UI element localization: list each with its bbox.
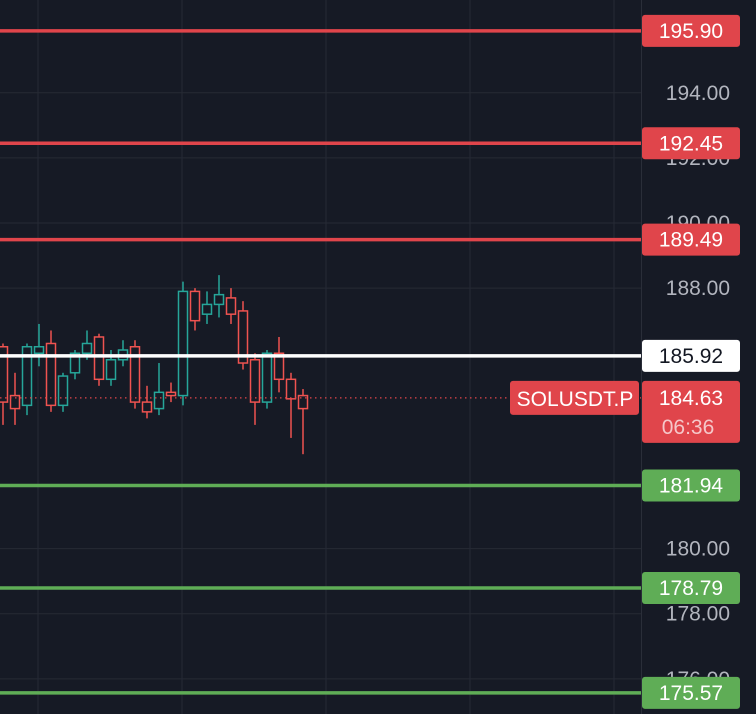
candle-body	[165, 391, 177, 397]
level-tag-label: 192.45	[659, 132, 723, 155]
candle	[261, 350, 273, 409]
candle-body	[201, 303, 213, 315]
level-tag-label: 181.94	[659, 474, 724, 497]
horizontal-levels[interactable]	[0, 29, 641, 695]
candle	[201, 291, 213, 324]
candle-body	[285, 378, 297, 400]
candle-body	[141, 401, 153, 413]
candle	[93, 333, 105, 386]
candle	[285, 372, 297, 438]
candle-body	[213, 293, 225, 306]
y-tick-label: 188.00	[666, 277, 730, 300]
level-tag-support: 178.79	[642, 572, 740, 604]
symbol-tag-background	[510, 380, 639, 415]
level-tag-background	[642, 469, 740, 502]
candle-body	[297, 394, 309, 410]
candle-body	[21, 345, 33, 407]
candle-body	[69, 352, 81, 374]
level-tag-label: 175.57	[659, 682, 723, 705]
candle-body	[0, 345, 9, 403]
symbol-label: SOLUSDT.P	[517, 388, 634, 411]
level-tag-pivot: 185.92	[642, 339, 740, 372]
level-tag-background	[642, 14, 740, 47]
candle-body	[237, 310, 249, 364]
y-tick-label: 178.00	[666, 603, 730, 626]
price-tags: 195.90 192.45 189.49 185.92 181.94 178.79 175.…	[510, 14, 740, 709]
candle-body	[261, 352, 273, 403]
candle-body	[81, 342, 93, 355]
candle-body	[93, 336, 105, 381]
last-price-tag: 184.63 06:36	[642, 380, 740, 443]
candle	[141, 385, 153, 419]
level-tag-label: 195.90	[659, 20, 723, 43]
last-price-label: 184.63	[659, 387, 723, 410]
y-tick-label: 194.00	[666, 82, 730, 105]
candle-body	[9, 394, 21, 410]
candle-body	[105, 359, 117, 381]
level-tag-label: 178.79	[659, 577, 723, 600]
symbol-tag: SOLUSDT.P	[510, 380, 639, 415]
candle	[165, 382, 177, 403]
candle	[213, 275, 225, 318]
candle-body	[249, 359, 261, 403]
level-tag-background	[642, 127, 740, 160]
candle	[129, 340, 141, 409]
level-tag-support: 181.94	[642, 469, 740, 502]
horizontal-gridlines	[0, 92, 641, 680]
candle	[177, 281, 189, 406]
level-tag-resistance: 189.49	[642, 223, 740, 256]
candle-body	[189, 290, 201, 322]
level-tag-label: 185.92	[659, 345, 723, 368]
candle	[9, 372, 21, 425]
level-tag-background	[642, 223, 740, 256]
level-tag-resistance: 192.45	[642, 127, 740, 160]
level-tag-label: 189.49	[659, 229, 723, 252]
candle	[189, 288, 201, 331]
candle-body	[153, 391, 165, 410]
last-price-tag-background	[642, 380, 740, 443]
candle	[153, 363, 165, 416]
level-tag-background	[642, 676, 740, 709]
candle	[33, 323, 45, 367]
candle-body	[273, 352, 285, 381]
y-tick-label: 180.00	[666, 538, 730, 561]
level-tag-background	[642, 572, 740, 604]
candle-body	[33, 345, 45, 355]
candle	[249, 353, 261, 425]
candle-body	[225, 297, 237, 315]
candle	[273, 336, 285, 393]
candle-body	[45, 342, 57, 407]
candle	[297, 389, 309, 455]
countdown-label: 06:36	[662, 416, 715, 439]
candle-body	[57, 375, 69, 407]
candle	[225, 288, 237, 324]
candle-body	[177, 290, 189, 397]
candle	[57, 372, 69, 412]
level-tag-support: 175.57	[642, 676, 740, 709]
candle-body	[129, 345, 141, 403]
level-tag-resistance: 195.90	[642, 14, 740, 47]
level-tag-background	[642, 339, 740, 372]
candle	[237, 301, 249, 370]
